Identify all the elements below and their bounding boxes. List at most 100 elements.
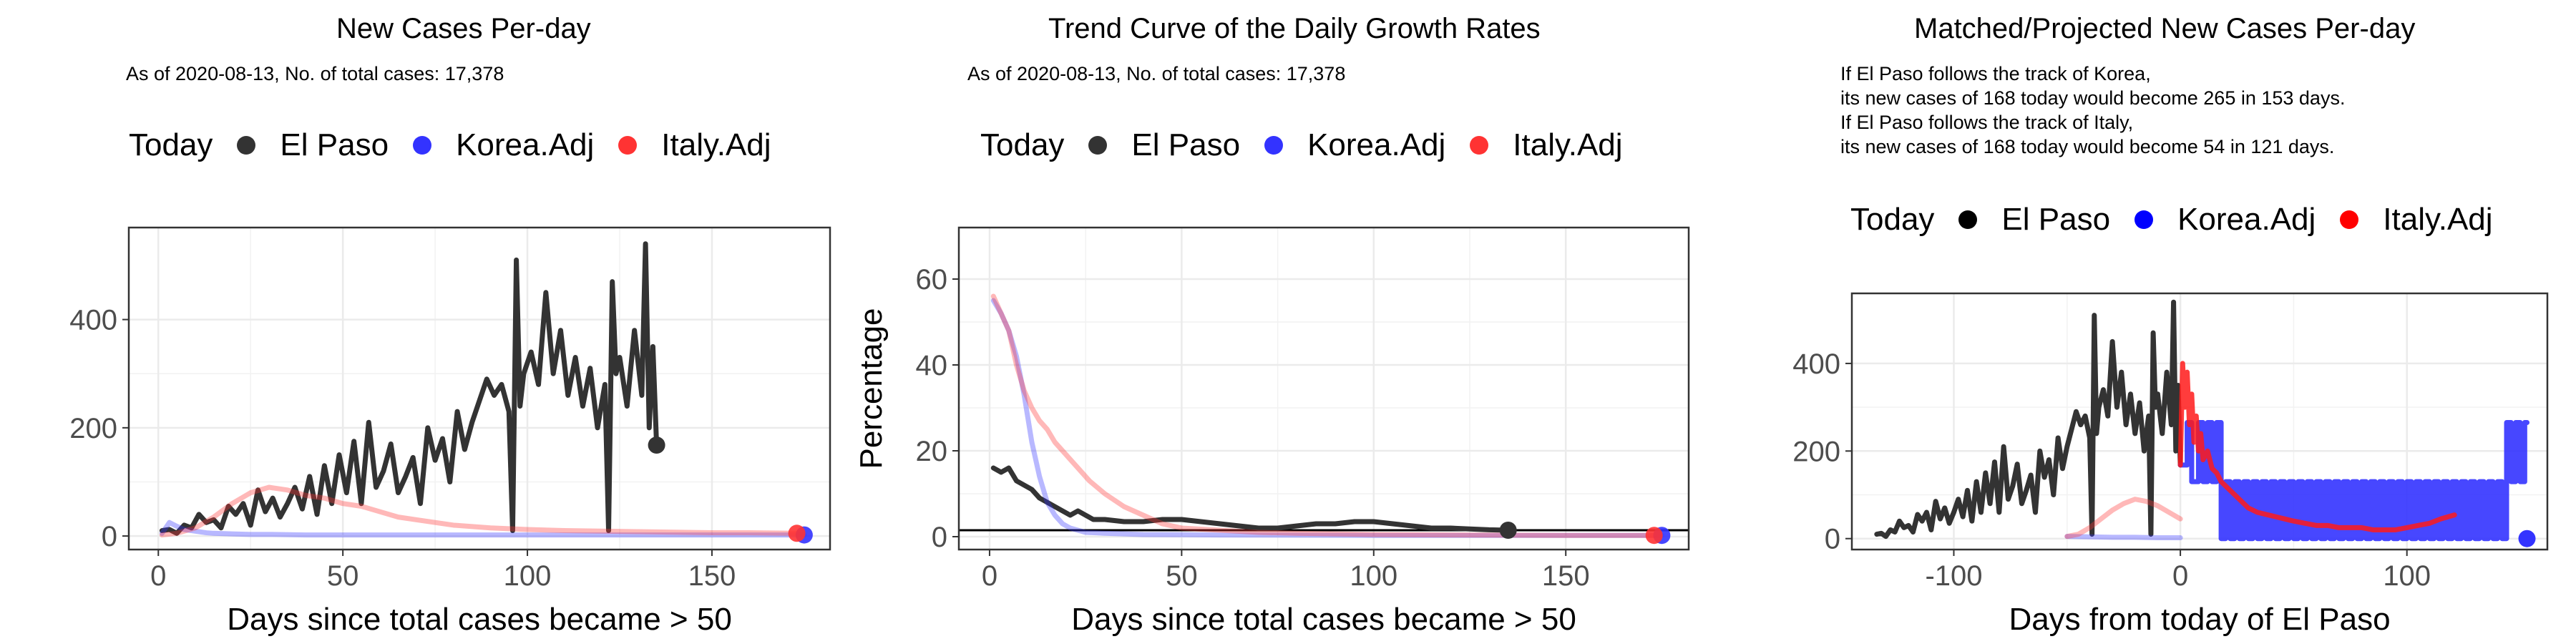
legend-dot-icon	[237, 136, 256, 155]
series-group	[159, 241, 807, 538]
panel-subtitle: As of 2020-08-13, No. of total cases: 17…	[126, 62, 504, 86]
legend-dot-icon	[2340, 210, 2359, 229]
series-marker	[2518, 530, 2536, 547]
x-tick-label: 150	[1542, 560, 1590, 592]
legend-item-italy: Italy.Adj	[618, 127, 771, 163]
legend-item-italy: Italy.Adj	[1470, 127, 1623, 163]
subtitle-line: As of 2020-08-13, No. of total cases: 17…	[967, 63, 1346, 84]
series-line	[2064, 497, 2183, 540]
x-tick-label: 150	[688, 560, 736, 592]
x-tick-label: 50	[1166, 560, 1198, 592]
series-line	[2177, 361, 2457, 532]
legend-dot-icon	[2135, 210, 2154, 229]
series-group	[1874, 299, 2529, 542]
y-tick-label: 200	[69, 413, 117, 444]
series-marker	[648, 436, 665, 454]
legend-label: Korea.Adj	[2177, 202, 2316, 237]
legend-label: El Paso	[280, 127, 389, 162]
legend: Today El Paso Korea.Adj Italy.Adj	[129, 127, 796, 163]
panel-subtitle: If El Paso follows the track of Korea, i…	[1840, 62, 2345, 159]
legend-item-el-paso: El Paso	[237, 127, 389, 163]
y-tick-label: 0	[1825, 524, 1840, 555]
new-cases-plot: 0 50 100 150 0 200 400 Days since total cases b…	[69, 226, 831, 637]
legend-label: Italy.Adj	[2383, 202, 2493, 237]
series-line	[1874, 299, 2183, 540]
y-tick-label: 20	[916, 436, 948, 467]
panel-title: Trend Curve of the Daily Growth Rates	[1048, 13, 1541, 44]
x-tick-label: 0	[2172, 560, 2188, 592]
x-tick-label: 100	[504, 560, 552, 592]
series-marker	[1645, 527, 1663, 545]
growth-rates-plot: 0 50 100 150 0 20 40 60 Days since total cases b…	[854, 226, 1690, 637]
series-marker	[1499, 522, 1517, 539]
grid	[129, 228, 830, 550]
legend-item-italy: Italy.Adj	[2340, 202, 2493, 238]
subtitle-line: As of 2020-08-13, No. of total cases: 17…	[126, 63, 504, 84]
legend: Today El Paso Korea.Adj Italy.Adj	[980, 127, 1647, 163]
x-tick-label: 100	[2383, 560, 2431, 592]
y-tick-label: 400	[1792, 348, 1840, 380]
subtitle-line: its new cases of 168 today would become …	[1840, 87, 2346, 109]
series-group	[959, 293, 1689, 538]
legend-label: Italy.Adj	[1513, 127, 1623, 162]
y-tick-label: 200	[1792, 436, 1840, 467]
panel-new-cases: New Cases Per-day As of 2020-08-13, No. …	[0, 0, 859, 644]
legend-title: Today	[1850, 202, 1935, 237]
grid	[959, 228, 1689, 550]
y-axis-title: Percentage	[854, 308, 889, 469]
legend-dot-icon	[1958, 210, 1978, 229]
legend-dot-icon	[1470, 136, 1489, 155]
legend-dot-icon	[618, 136, 638, 155]
x-axis-title: Days from today of El Paso	[2009, 602, 2390, 637]
series-line	[159, 241, 660, 536]
x-tick-label: 50	[327, 560, 359, 592]
panel-growth-rates: Trend Curve of the Daily Growth Rates As…	[854, 0, 1717, 644]
series-marker	[788, 525, 806, 542]
y-tick-label: 0	[102, 521, 117, 552]
legend-dot-icon	[1264, 136, 1284, 155]
y-tick-label: 0	[932, 522, 947, 553]
series-line	[2177, 420, 2529, 542]
x-axis-title: Days since total cases became > 50	[227, 602, 732, 637]
series-line	[159, 484, 800, 538]
subtitle-line: If El Paso follows the track of Korea,	[1840, 63, 2151, 84]
y-tick-label: 400	[69, 305, 117, 336]
subtitle-line: its new cases of 168 today would become …	[1840, 136, 2335, 157]
legend-label: Italy.Adj	[661, 127, 771, 162]
panel-projected-cases: Matched/Projected New Cases Per-day If E…	[1717, 0, 2576, 644]
subtitle-line: If El Paso follows the track of Italy,	[1840, 112, 2134, 133]
series-line	[990, 298, 1664, 538]
x-axis-title: Days since total cases became > 50	[1071, 602, 1576, 637]
series-line	[990, 465, 1511, 533]
legend-label: Korea.Adj	[456, 127, 595, 162]
legend-label: El Paso	[2001, 202, 2111, 237]
x-tick-label: 100	[1350, 560, 1397, 592]
plot-frame	[127, 226, 831, 551]
legend-item-korea: Korea.Adj	[413, 127, 594, 163]
y-tick-label: 60	[916, 264, 948, 296]
series-line	[990, 293, 1657, 538]
panel-subtitle: As of 2020-08-13, No. of total cases: 17…	[967, 62, 1345, 86]
legend-item-korea: Korea.Adj	[1264, 127, 1445, 163]
legend: Today El Paso Korea.Adj Italy.Adj	[1850, 202, 2517, 238]
legend-title: Today	[129, 127, 213, 162]
legend-item-korea: Korea.Adj	[2135, 202, 2316, 238]
legend-label: Korea.Adj	[1307, 127, 1446, 162]
panel-title: Matched/Projected New Cases Per-day	[1914, 13, 2416, 44]
legend-dot-icon	[413, 136, 432, 155]
projected-cases-plot: -100 0 100 0 200 400 Days from today of El Pas…	[1792, 292, 2549, 637]
legend-item-el-paso: El Paso	[1958, 202, 2110, 238]
legend-item-el-paso: El Paso	[1088, 127, 1240, 163]
legend-title: Today	[980, 127, 1065, 162]
x-tick-label: 0	[150, 560, 166, 592]
plot-frame	[957, 226, 1690, 551]
legend-label: El Paso	[1131, 127, 1241, 162]
plot-frame	[1850, 292, 2549, 551]
panel-title: New Cases Per-day	[336, 13, 591, 44]
x-tick-label: -100	[1925, 560, 1982, 592]
legend-dot-icon	[1088, 136, 1108, 155]
y-tick-label: 40	[916, 350, 948, 381]
series-line	[2064, 534, 2183, 540]
series-line	[159, 519, 807, 538]
x-tick-label: 0	[982, 560, 997, 592]
